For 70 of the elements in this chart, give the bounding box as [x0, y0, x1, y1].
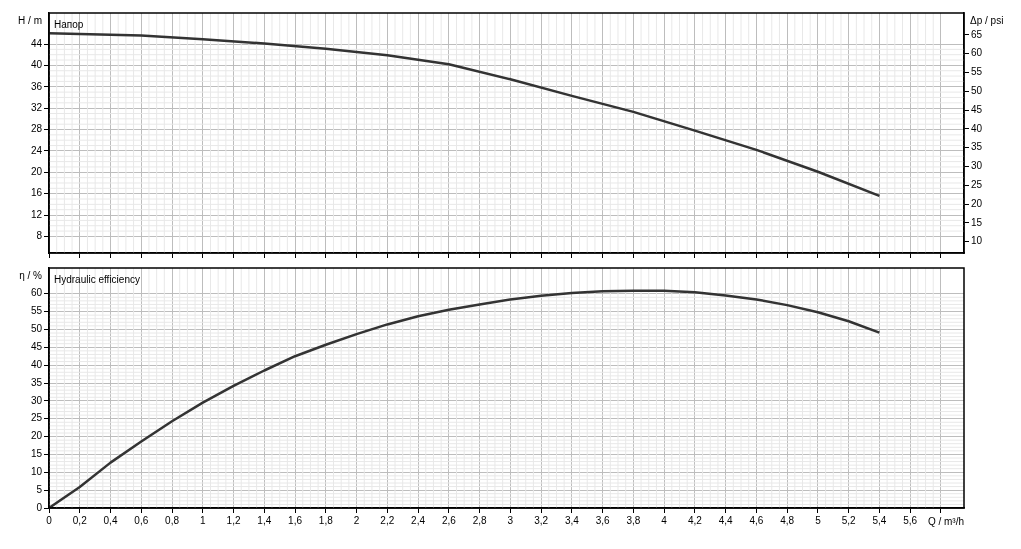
x-tick-label: 3,2: [534, 514, 549, 526]
x-tick-label: 2,2: [380, 514, 395, 526]
y-tick-label: 36: [30, 80, 43, 92]
x-tick-label: 4: [661, 514, 668, 526]
y-tick-label: 25: [30, 412, 43, 424]
y2-tick-label: 15: [971, 216, 983, 228]
y-tick-label: 40: [30, 358, 43, 370]
x-tick-label: 0: [46, 514, 53, 526]
y-tick-label: 50: [30, 323, 43, 335]
y-tick-label: 32: [30, 101, 43, 113]
x-tick-label: 2,6: [441, 514, 457, 526]
y2-tick-label: 45: [971, 103, 983, 115]
x-tick-label: 3,8: [626, 514, 641, 526]
y2-tick-label: 10: [971, 235, 983, 247]
x-tick-label: 1,8: [318, 514, 334, 526]
y-tick-label: 45: [30, 341, 43, 353]
y2-tick-label: 50: [971, 84, 983, 96]
text: Напор: [54, 18, 84, 30]
x-tick-label: 3,4: [564, 514, 580, 526]
y2-tick-label: 30: [971, 160, 983, 172]
y-tick-label: 16: [30, 187, 43, 199]
y-tick-label: 8: [36, 230, 43, 242]
x-tick-label: 4,6: [749, 514, 764, 526]
y-tick-label: 55: [30, 305, 43, 317]
y-tick-label: 35: [30, 376, 43, 388]
x-tick-label: 0,4: [103, 514, 118, 526]
y-tick-label: 5: [36, 483, 43, 495]
x-tick-label: 2: [353, 514, 360, 526]
y2-tick-label: 60: [971, 47, 983, 59]
y-tick-label: 28: [30, 123, 43, 135]
y2-tick-label: 25: [971, 179, 983, 191]
y2-tick-label: 55: [971, 66, 983, 78]
y-tick-label: 40: [30, 59, 43, 71]
y-axis-title: H / m: [18, 14, 42, 26]
text: Hydraulic efficiency: [54, 273, 140, 285]
y-axis-title: η / %: [19, 269, 43, 281]
x-axis-title: Q / m³/h: [927, 515, 964, 527]
x-tick-label: 3,6: [595, 514, 610, 526]
x-tick-label: 1: [200, 514, 206, 526]
x-tick-label: 0,2: [72, 514, 88, 526]
y-tick-label: 12: [30, 208, 43, 220]
y2-tick-label: 40: [971, 122, 983, 134]
x-tick-label: 3: [507, 514, 514, 526]
x-tick-label: 0,8: [165, 514, 180, 526]
y2-axis-title: Δp / psi: [970, 14, 1004, 26]
x-tick-label: 1,6: [288, 514, 303, 526]
x-tick-label: 4,2: [687, 514, 703, 526]
x-tick-label: 2,4: [411, 514, 426, 526]
x-tick-label: 5,6: [903, 514, 918, 526]
x-tick-label: 5,4: [872, 514, 887, 526]
x-tick-label: 4,8: [780, 514, 795, 526]
y-tick-label: 20: [30, 166, 43, 178]
y-tick-label: 44: [30, 37, 43, 49]
y-tick-label: 10: [30, 466, 43, 478]
y-tick-label: 24: [30, 144, 43, 156]
x-tick-label: 5,2: [841, 514, 857, 526]
y-tick-label: 20: [30, 430, 43, 442]
x-tick-label: 1,2: [226, 514, 241, 526]
y2-tick-label: 65: [971, 28, 983, 40]
y-tick-label: 15: [30, 448, 43, 460]
x-tick-label: 2,8: [472, 514, 487, 526]
x-tick-label: 4,4: [718, 514, 734, 526]
y-tick-label: 0: [36, 501, 43, 513]
x-tick-label: 1,4: [257, 514, 272, 526]
x-tick-label: 5: [815, 514, 822, 526]
y2-tick-label: 35: [971, 141, 983, 153]
x-tick-label: 0,6: [134, 514, 149, 526]
y-tick-label: 30: [30, 394, 43, 406]
y-tick-label: 60: [30, 287, 43, 299]
y2-tick-label: 20: [971, 197, 983, 209]
